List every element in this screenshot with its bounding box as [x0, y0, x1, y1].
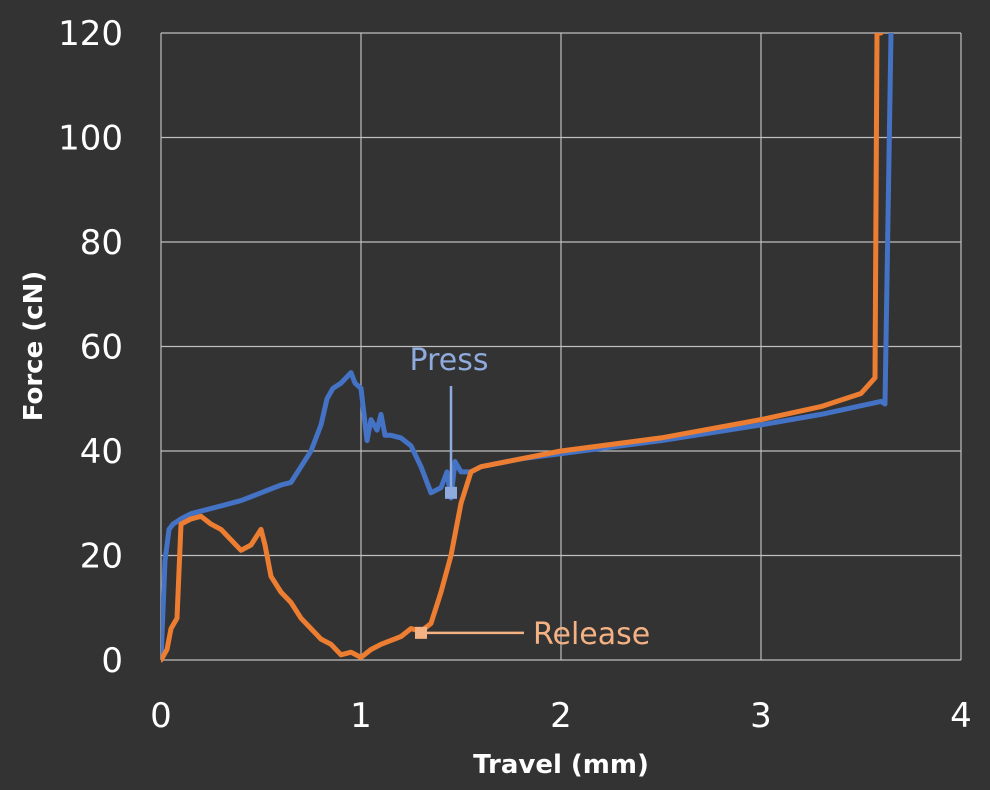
grid-lines [160, 32, 962, 661]
annotations: Press Release [410, 343, 651, 652]
x-tick-label: 2 [550, 696, 572, 736]
series-line-release [161, 33, 884, 663]
release-marker [415, 626, 427, 639]
y-tick-labels: 0 20 40 60 80 100 120 [58, 14, 123, 681]
x-tick-label: 3 [750, 696, 772, 736]
y-tick-label: 60 [80, 328, 123, 368]
y-tick-label: 20 [80, 537, 123, 577]
y-tick-label: 100 [58, 119, 123, 159]
y-tick-label: 0 [101, 641, 123, 681]
press-label: Press [410, 343, 489, 378]
x-tick-label: 1 [350, 696, 372, 736]
y-tick-label: 80 [80, 223, 123, 263]
release-label: Release [533, 617, 650, 652]
x-tick-label: 4 [950, 696, 972, 736]
y-axis-title: Force (cN) [19, 271, 49, 421]
x-tick-labels: 0 1 2 3 4 [150, 696, 972, 736]
y-tick-label: 120 [58, 14, 123, 54]
x-axis-title: Travel (mm) [473, 750, 649, 780]
series-lines [161, 33, 894, 663]
press-marker [445, 486, 457, 499]
y-tick-label: 40 [80, 432, 123, 472]
x-tick-label: 0 [150, 696, 172, 736]
